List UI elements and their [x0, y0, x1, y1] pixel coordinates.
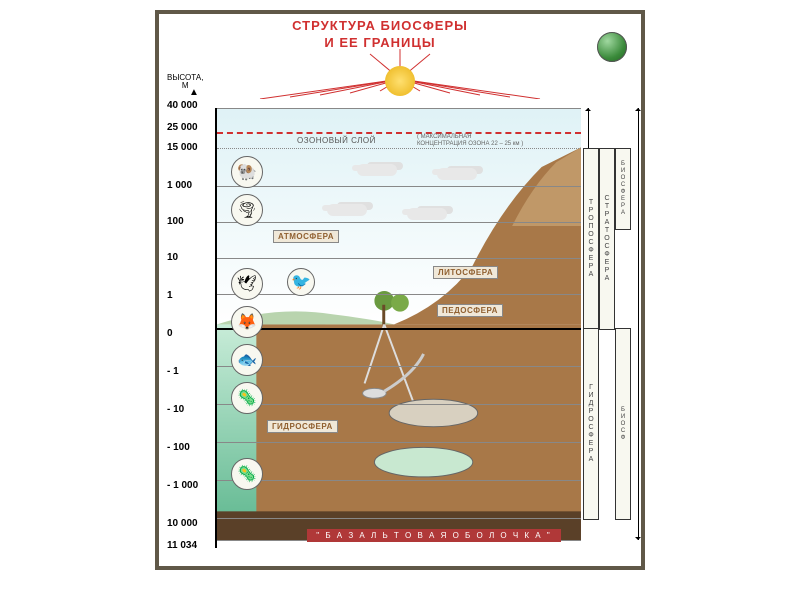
tick: 1: [167, 290, 173, 301]
sphere-label-pedosphere: ПЕДОСФЕРА: [437, 304, 503, 317]
title: СТРУКТУРА БИОСФЕРЫ И ЕЕ ГРАНИЦЫ: [159, 18, 601, 52]
side-col-stratosphere: СТРАТОСФЕРА: [599, 148, 615, 330]
tick: - 1 000: [167, 480, 198, 491]
ozone-line: [217, 132, 581, 134]
tick: 10: [167, 252, 178, 263]
tick: - 10: [167, 404, 184, 415]
ozone-note: ( МАКСИМАЛЬНАЯ КОНЦЕНТРАЦИЯ ОЗОНА 22 – 2…: [417, 134, 523, 147]
side-col-hydrosphere: ГИДРОСФЕРА: [583, 328, 599, 520]
sun-icon: [385, 66, 415, 96]
diagram-frame: СТРУКТУРА БИОСФЕРЫ И ЕЕ ГРАНИЦЫ ВЫСОТА, …: [155, 10, 645, 570]
globe-icon: [597, 32, 627, 62]
tick: 15 000: [167, 142, 198, 153]
side-col-biosphere-lower: БИОСФ: [615, 328, 631, 520]
ozone-label: ОЗОНОВЫЙ СЛОЙ: [297, 136, 376, 145]
chart-area: ОЗОНОВЫЙ СЛОЙ ( МАКСИМАЛЬНАЯ КОНЦЕНТРАЦИ…: [215, 108, 581, 548]
organism-icon: 🕊: [231, 268, 263, 300]
organism-icon: 🐏: [231, 156, 263, 188]
tick: 25 000: [167, 122, 198, 133]
side-col-troposphere: ТРОПОСФЕРА: [583, 148, 599, 330]
side-col-biosphere-upper: БИОСФЕРА: [615, 148, 631, 230]
cloud-icon: [357, 164, 397, 176]
title-line-2: И ЕЕ ГРАНИЦЫ: [324, 35, 435, 50]
tick: 0: [167, 328, 173, 339]
tick: - 1: [167, 366, 179, 377]
sphere-label-lithosphere: ЛИТОСФЕРА: [433, 266, 498, 279]
tick: 1 000: [167, 180, 192, 191]
extent-arrow: [638, 108, 639, 540]
organism-icon: 🐦: [287, 268, 315, 296]
sphere-label-atmosphere: АТМОСФЕРА: [273, 230, 339, 243]
title-line-1: СТРУКТУРА БИОСФЕРЫ: [292, 18, 468, 33]
organism-icon: 🦊: [231, 306, 263, 338]
tick: - 100: [167, 442, 190, 453]
sphere-label-hydrosphere: ГИДРОСФЕРА: [267, 420, 338, 433]
organism-icon: 🦠: [231, 458, 263, 490]
cloud-icon: [437, 168, 477, 180]
cloud-icon: [407, 208, 447, 220]
organism-icon: 🦠: [231, 382, 263, 414]
tick: 100: [167, 216, 184, 227]
tick: 11 034: [167, 540, 197, 551]
organism-icon: 🐟: [231, 344, 263, 376]
cloud-icon: [327, 204, 367, 216]
terrain: [217, 108, 581, 541]
tick: 40 000: [167, 100, 198, 111]
tick: 10 000: [167, 518, 198, 529]
organism-icon: 🌪: [231, 194, 263, 226]
basalt-label: " Б А З А Л Ь Т О В А Я О Б О Л О Ч К А …: [307, 529, 561, 542]
